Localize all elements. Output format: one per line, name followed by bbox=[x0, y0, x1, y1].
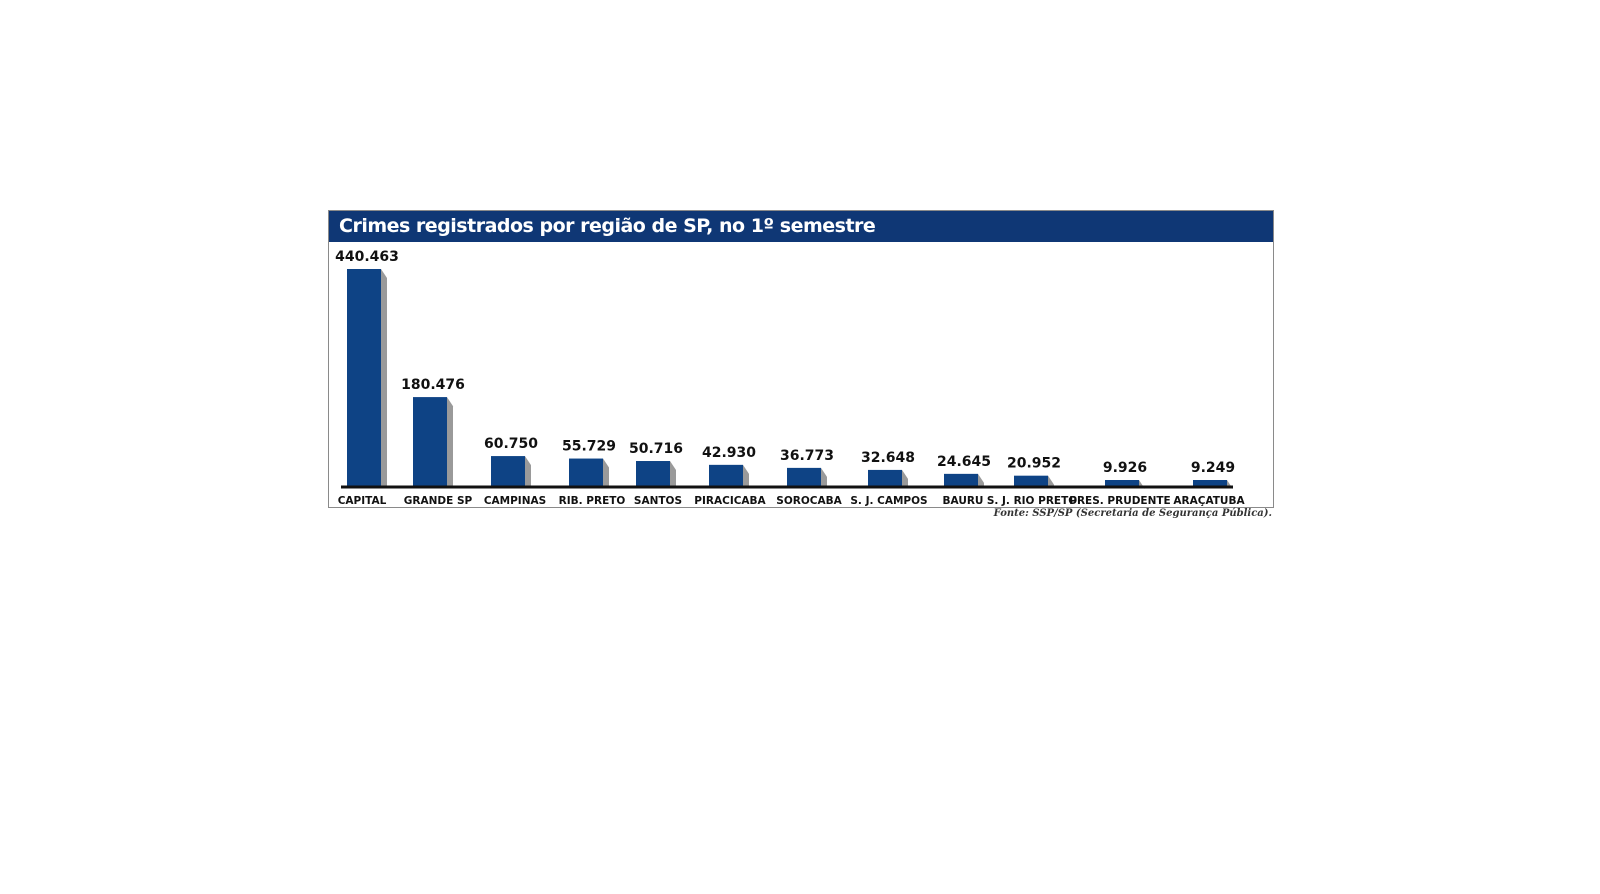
category-label: PIRACICABA bbox=[694, 495, 766, 507]
category-label: BAURU bbox=[943, 495, 984, 507]
bar-shadow bbox=[978, 473, 984, 486]
value-label: 9.926 bbox=[1103, 460, 1147, 476]
category-label: ARAÇATUBA bbox=[1173, 495, 1245, 507]
value-label: 36.773 bbox=[780, 448, 834, 464]
bar-shadow bbox=[525, 456, 531, 486]
category-label: CAMPINAS bbox=[484, 495, 546, 507]
value-label: 440.463 bbox=[335, 249, 399, 265]
bar-shadow bbox=[603, 458, 609, 486]
category-label: CAPITAL bbox=[338, 495, 387, 507]
value-label: 9.249 bbox=[1191, 460, 1235, 476]
category-label: S. J. CAMPOS bbox=[850, 495, 927, 507]
bar-shadow bbox=[743, 464, 749, 486]
bar bbox=[787, 467, 821, 486]
value-label: 20.952 bbox=[1007, 456, 1061, 472]
category-label: SOROCABA bbox=[776, 495, 842, 507]
bar-shadow bbox=[381, 269, 387, 486]
bar bbox=[1105, 480, 1139, 486]
bar-shadow bbox=[447, 397, 453, 486]
chart-header: Crimes registrados por região de SP, no … bbox=[329, 211, 1273, 242]
bar-shadow bbox=[821, 467, 827, 486]
value-label: 60.750 bbox=[484, 436, 538, 452]
chart-source: Fonte: SSP/SP (Secretaria de Segurança P… bbox=[993, 508, 1272, 519]
bar bbox=[491, 456, 525, 486]
category-label: S. J. RIO PRETO bbox=[987, 495, 1077, 507]
category-label: GRANDE SP bbox=[404, 495, 473, 507]
value-label: 24.645 bbox=[937, 454, 991, 470]
bar bbox=[868, 469, 902, 486]
category-label: RIB. PRETO bbox=[559, 495, 626, 507]
bar bbox=[413, 397, 447, 486]
bar bbox=[1014, 475, 1048, 486]
bar bbox=[1193, 480, 1227, 486]
bar-shadow bbox=[1048, 475, 1054, 486]
chart-title: Crimes registrados por região de SP, no … bbox=[339, 215, 876, 237]
bar bbox=[944, 473, 978, 486]
value-label: 55.729 bbox=[562, 439, 616, 455]
bar bbox=[636, 461, 670, 486]
value-label: 32.648 bbox=[861, 450, 915, 466]
chart-frame: Crimes registrados por região de SP, no … bbox=[328, 210, 1274, 508]
bar bbox=[709, 464, 743, 486]
bar-shadow bbox=[902, 469, 908, 486]
value-label: 180.476 bbox=[401, 377, 465, 393]
value-label: 42.930 bbox=[702, 445, 756, 461]
bar-chart: 440.463 CAPITAL 180.476 GRANDE SP 60.750 CAMP… bbox=[335, 249, 1245, 507]
category-label: PRES. PRUDENTE bbox=[1069, 495, 1170, 507]
bar bbox=[569, 458, 603, 486]
value-label: 50.716 bbox=[629, 441, 683, 457]
bar-shadow bbox=[670, 461, 676, 486]
category-label: SANTOS bbox=[634, 495, 682, 507]
bar bbox=[347, 269, 381, 486]
